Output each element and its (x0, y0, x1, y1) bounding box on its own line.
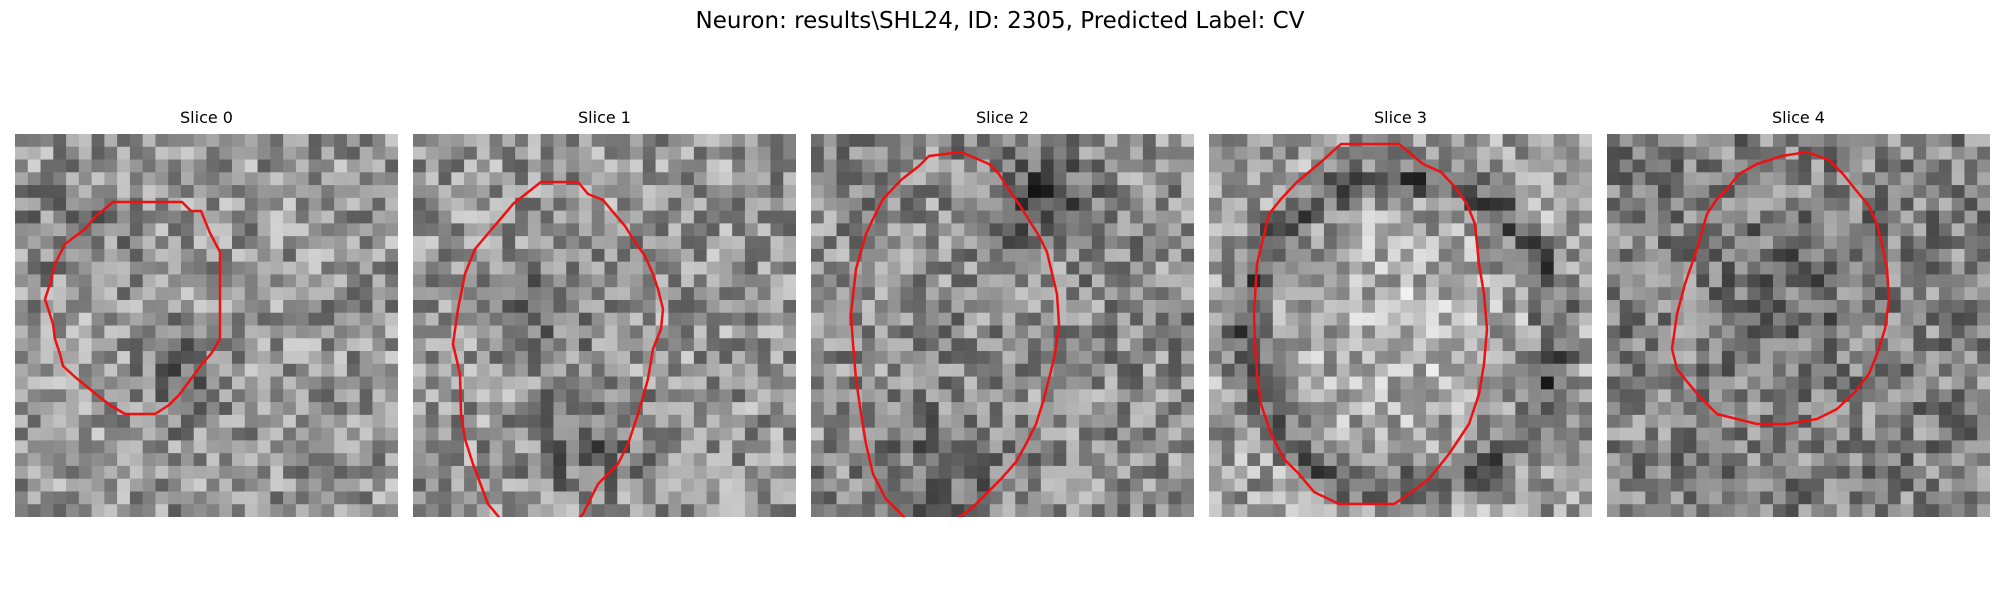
slice-panel: Slice 2 (811, 108, 1194, 130)
slice-title: Slice 3 (1209, 108, 1592, 130)
slice-title: Slice 0 (15, 108, 398, 130)
slice-title: Slice 2 (811, 108, 1194, 130)
slice-panel: Slice 1 (413, 108, 796, 130)
slice-title: Slice 1 (413, 108, 796, 130)
slice-panel: Slice 4 (1607, 108, 1990, 130)
slice-image (1209, 134, 1592, 517)
slice-title: Slice 4 (1607, 108, 1990, 130)
slice-panel: Slice 3 (1209, 108, 1592, 130)
slice-image (413, 134, 796, 517)
slice-panel: Slice 0 (15, 108, 398, 130)
figure-title: Neuron: results\SHL24, ID: 2305, Predict… (0, 8, 2000, 34)
slice-image (1607, 134, 1990, 517)
slice-image (811, 134, 1194, 517)
slice-image (15, 134, 398, 517)
